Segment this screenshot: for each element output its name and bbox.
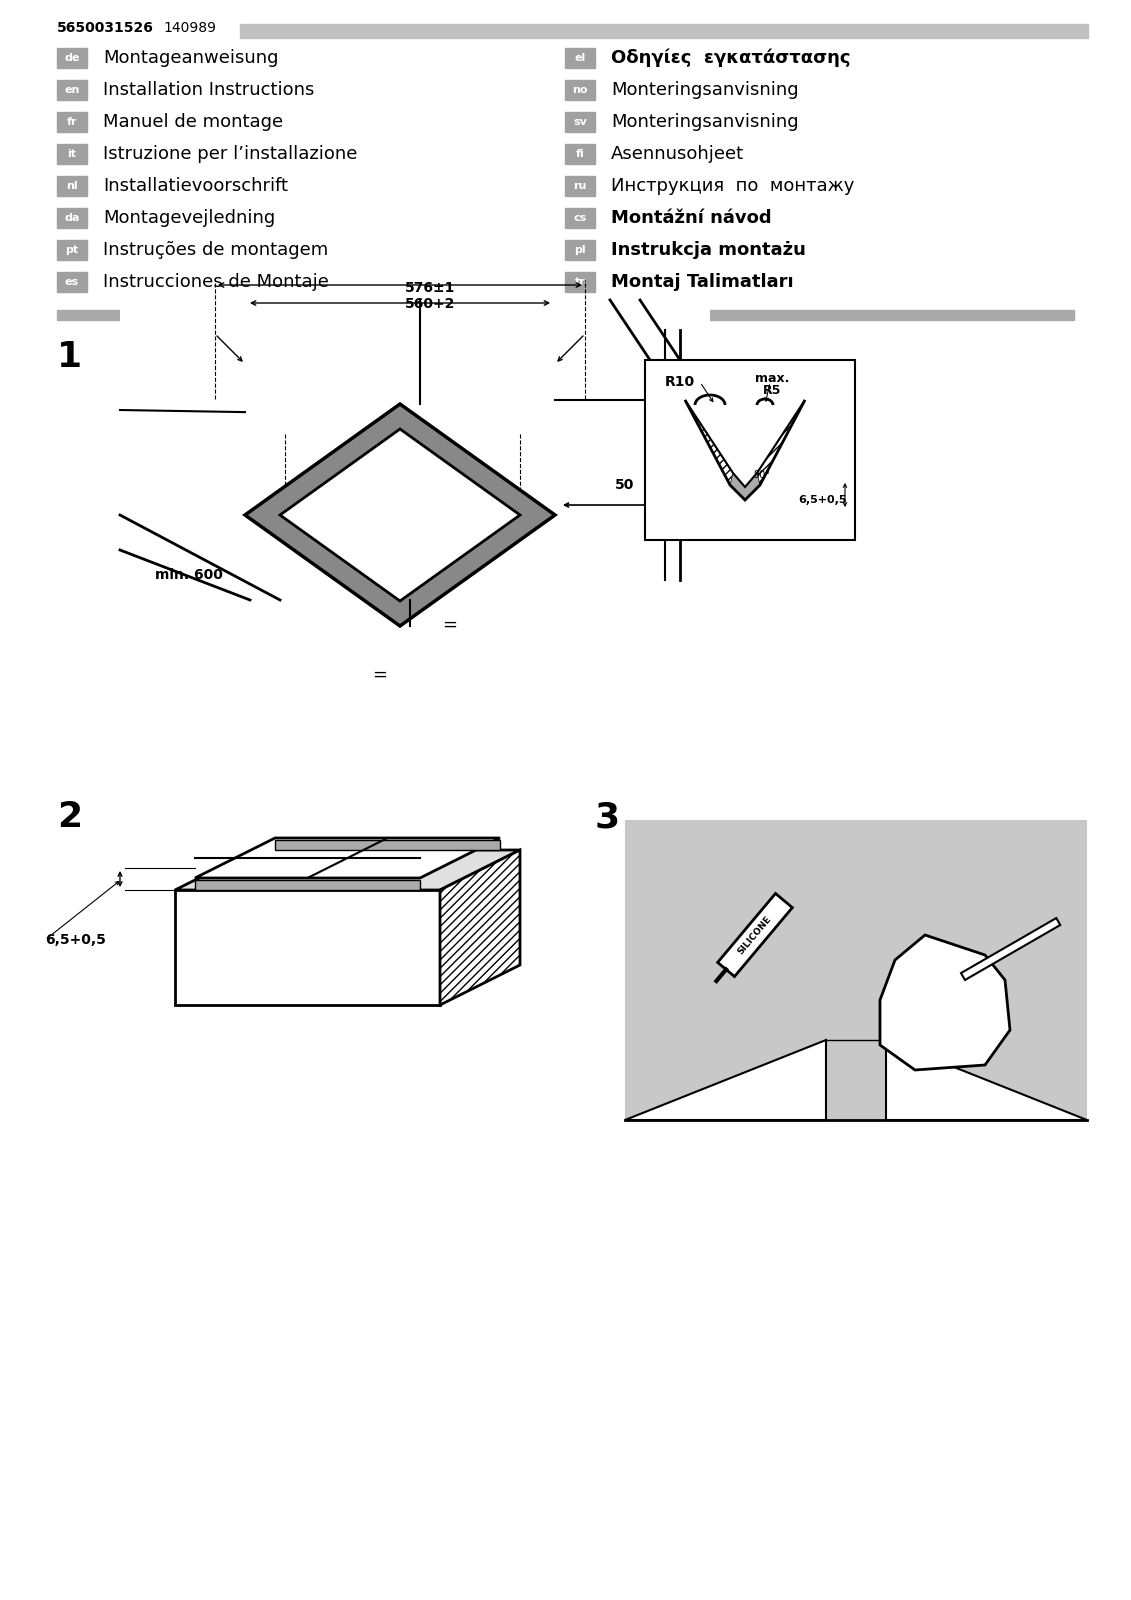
Polygon shape: [880, 934, 1010, 1070]
Text: 2: 2: [57, 800, 83, 834]
Text: Instrukcja montażu: Instrukcja montażu: [611, 242, 806, 259]
Text: fr: fr: [67, 117, 77, 126]
Text: tr: tr: [575, 277, 586, 286]
Text: 576±1: 576±1: [405, 282, 455, 294]
Text: cs: cs: [573, 213, 587, 222]
Bar: [566, 144, 595, 165]
Text: fi: fi: [576, 149, 585, 158]
Polygon shape: [175, 890, 440, 1005]
Text: el: el: [575, 53, 586, 62]
Text: Installatievoorschrift: Installatievoorschrift: [103, 178, 288, 195]
Text: 6,5+0,5: 6,5+0,5: [45, 933, 106, 947]
Bar: [57, 144, 87, 165]
Text: 5650031526: 5650031526: [57, 21, 154, 35]
Text: =: =: [442, 616, 458, 634]
Bar: [566, 112, 595, 133]
Polygon shape: [757, 400, 805, 485]
Text: min.
30: min. 30: [670, 470, 705, 501]
Text: Инструкция  по  монтажу: Инструкция по монтажу: [611, 178, 854, 195]
Text: Installation Instructions: Installation Instructions: [103, 82, 314, 99]
Text: max.: max.: [756, 371, 789, 384]
Text: de: de: [64, 53, 79, 62]
Text: Instrucciones de Montaje: Instrucciones de Montaje: [103, 274, 329, 291]
Text: Instruções de montagem: Instruções de montagem: [103, 242, 328, 259]
Polygon shape: [886, 1040, 1087, 1120]
Bar: [120, 301, 710, 600]
Bar: [57, 310, 1074, 320]
Polygon shape: [685, 400, 805, 499]
Text: SILICONE: SILICONE: [736, 914, 774, 955]
Text: R10: R10: [665, 374, 696, 389]
Text: Οδηγίες  εγκατάστασης: Οδηγίες εγκατάστασης: [611, 48, 851, 67]
Bar: [645, 360, 855, 541]
Polygon shape: [245, 403, 555, 626]
Text: sv: sv: [573, 117, 587, 126]
Text: Istruzione per l’installazione: Istruzione per l’installazione: [103, 146, 357, 163]
Polygon shape: [275, 840, 500, 850]
Text: Montagevejledning: Montagevejledning: [103, 210, 275, 227]
Bar: [566, 240, 595, 259]
Bar: [566, 176, 595, 195]
Polygon shape: [175, 850, 520, 890]
Bar: [57, 272, 87, 291]
Polygon shape: [685, 400, 733, 485]
Bar: [57, 208, 87, 227]
Polygon shape: [195, 838, 500, 878]
Bar: [566, 48, 595, 67]
Text: 1: 1: [57, 341, 83, 374]
Text: Montageanweisung: Montageanweisung: [103, 50, 278, 67]
Polygon shape: [195, 880, 420, 890]
Polygon shape: [280, 429, 520, 602]
Bar: [57, 112, 87, 133]
Text: da: da: [64, 213, 79, 222]
Text: 516±1: 516±1: [430, 506, 481, 520]
Text: nl: nl: [67, 181, 78, 190]
Bar: [566, 272, 595, 291]
Text: 140989: 140989: [163, 21, 216, 35]
Text: 560+2: 560+2: [405, 298, 455, 310]
Text: 3: 3: [595, 800, 620, 834]
Text: en: en: [64, 85, 79, 94]
Text: pt: pt: [66, 245, 78, 254]
Bar: [57, 48, 87, 67]
Polygon shape: [440, 850, 520, 1005]
Bar: [57, 240, 87, 259]
Text: min. 600: min. 600: [155, 568, 223, 582]
Text: Monteringsanvisning: Monteringsanvisning: [611, 114, 798, 131]
Text: Montaj Talimatları: Montaj Talimatları: [611, 274, 794, 291]
Polygon shape: [961, 918, 1060, 979]
Text: 90°: 90°: [753, 470, 770, 480]
Text: pl: pl: [575, 245, 586, 254]
Bar: [625, 819, 1087, 1120]
Bar: [566, 80, 595, 99]
Text: 50: 50: [615, 478, 634, 493]
Text: ru: ru: [573, 181, 587, 190]
Text: no: no: [572, 85, 588, 94]
Bar: [57, 80, 87, 99]
Text: it: it: [68, 149, 77, 158]
Text: es: es: [64, 277, 79, 286]
Text: =: =: [372, 666, 388, 685]
Polygon shape: [625, 1040, 826, 1120]
Text: 500+2: 500+2: [430, 522, 481, 534]
Bar: [240, 24, 1088, 38]
Text: Asennusohjeet: Asennusohjeet: [611, 146, 744, 163]
Text: 6,5+0,5: 6,5+0,5: [798, 494, 847, 506]
Text: Monteringsanvisning: Monteringsanvisning: [611, 82, 798, 99]
Text: Montážní návod: Montážní návod: [611, 210, 771, 227]
Bar: [566, 208, 595, 227]
Polygon shape: [120, 301, 710, 600]
Bar: [718, 893, 793, 976]
Text: R5: R5: [763, 384, 782, 397]
Bar: [57, 176, 87, 195]
Text: Manuel de montage: Manuel de montage: [103, 114, 283, 131]
